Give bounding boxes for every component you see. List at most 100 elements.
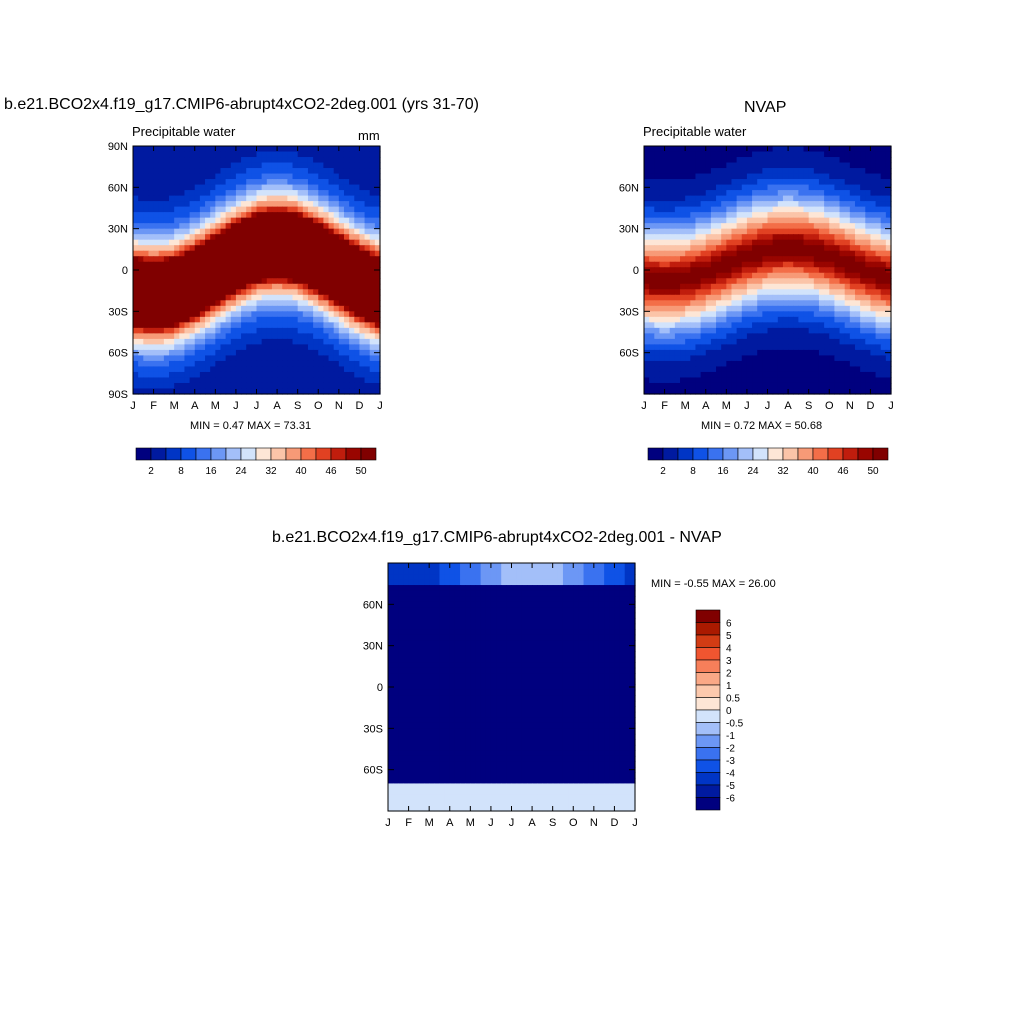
data-cell	[287, 272, 294, 279]
data-cell	[839, 305, 846, 312]
data-cell	[562, 574, 569, 581]
data-cell	[282, 294, 288, 301]
data-cell	[865, 338, 872, 345]
data-cell	[854, 234, 861, 241]
data-cell	[803, 146, 810, 153]
data-cell	[762, 371, 769, 379]
data-cell	[521, 574, 528, 581]
data-cell	[669, 157, 676, 164]
data-cell	[374, 289, 381, 296]
data-cell	[225, 173, 232, 180]
data-cell	[736, 157, 743, 164]
data-cell	[716, 173, 722, 180]
data-cell	[767, 272, 774, 279]
data-cell	[731, 360, 738, 368]
data-cell	[767, 283, 774, 290]
data-cell	[644, 371, 650, 379]
data-cell	[813, 190, 820, 197]
data-cell	[302, 338, 309, 345]
data-cell	[343, 223, 350, 230]
data-cell	[215, 338, 222, 345]
data-cell	[189, 360, 196, 368]
data-cell	[777, 300, 784, 307]
data-cell	[343, 190, 350, 197]
data-cell	[323, 245, 330, 252]
data-cell	[757, 305, 763, 312]
data-cell	[649, 283, 655, 290]
data-cell	[199, 305, 206, 312]
data-cell	[788, 338, 794, 345]
data-cell	[844, 338, 851, 345]
data-cell	[865, 333, 872, 340]
data-cell	[277, 245, 283, 252]
data-cell	[690, 305, 697, 312]
data-cell	[865, 267, 872, 274]
data-cell	[241, 366, 247, 373]
data-cell	[313, 179, 319, 186]
data-cell	[277, 366, 283, 373]
data-cell	[506, 585, 513, 592]
data-cell	[220, 349, 227, 357]
data-cell	[261, 146, 268, 153]
data-cell	[220, 179, 227, 186]
data-cell	[266, 217, 273, 224]
data-cell	[271, 217, 278, 224]
data-cell	[705, 349, 712, 357]
data-cell	[659, 349, 666, 357]
data-cell	[762, 294, 769, 301]
data-cell	[685, 355, 691, 362]
data-cell	[199, 212, 206, 219]
data-cell	[418, 590, 425, 597]
data-cell	[669, 382, 676, 390]
data-cell	[158, 294, 165, 301]
data-cell	[434, 574, 441, 581]
data-cell	[184, 371, 191, 379]
data-cell	[659, 338, 666, 345]
data-cell	[148, 173, 155, 180]
data-cell	[323, 168, 330, 175]
data-cell	[880, 239, 887, 246]
data-cell	[369, 239, 376, 246]
data-cell	[609, 601, 616, 608]
data-cell	[777, 234, 784, 241]
data-cell	[333, 377, 340, 384]
data-cell	[313, 184, 319, 191]
data-cell	[818, 217, 825, 224]
data-cell	[767, 228, 774, 235]
data-cell	[818, 283, 825, 290]
data-cell	[364, 355, 371, 362]
data-cell	[659, 162, 666, 169]
data-cell	[318, 206, 324, 213]
data-cell	[777, 168, 784, 175]
data-cell	[460, 618, 466, 625]
data-cell	[875, 355, 882, 362]
data-cell	[659, 239, 666, 246]
data-cell	[860, 261, 866, 268]
data-cell	[241, 201, 247, 208]
data-cell	[583, 607, 590, 614]
data-cell	[271, 151, 278, 158]
data-cell	[215, 217, 222, 224]
data-cell	[659, 283, 666, 290]
data-cell	[328, 217, 335, 224]
data-cell	[844, 344, 851, 351]
data-cell	[716, 162, 722, 169]
data-cell	[169, 217, 175, 224]
data-cell	[220, 338, 227, 345]
data-cell	[418, 563, 425, 570]
data-cell	[210, 371, 216, 379]
data-cell	[741, 157, 748, 164]
data-cell	[215, 212, 222, 219]
data-cell	[163, 168, 170, 175]
data-cell	[803, 305, 810, 312]
data-cell	[736, 278, 743, 285]
data-cell	[251, 212, 258, 219]
data-cell	[680, 206, 686, 213]
data-cell	[338, 179, 345, 186]
data-cell	[532, 601, 538, 608]
data-cell	[557, 585, 564, 592]
data-cell	[788, 382, 794, 390]
colorbar-swatch	[707, 447, 724, 461]
data-cell	[318, 289, 324, 296]
x-tick-label: M	[170, 400, 179, 412]
